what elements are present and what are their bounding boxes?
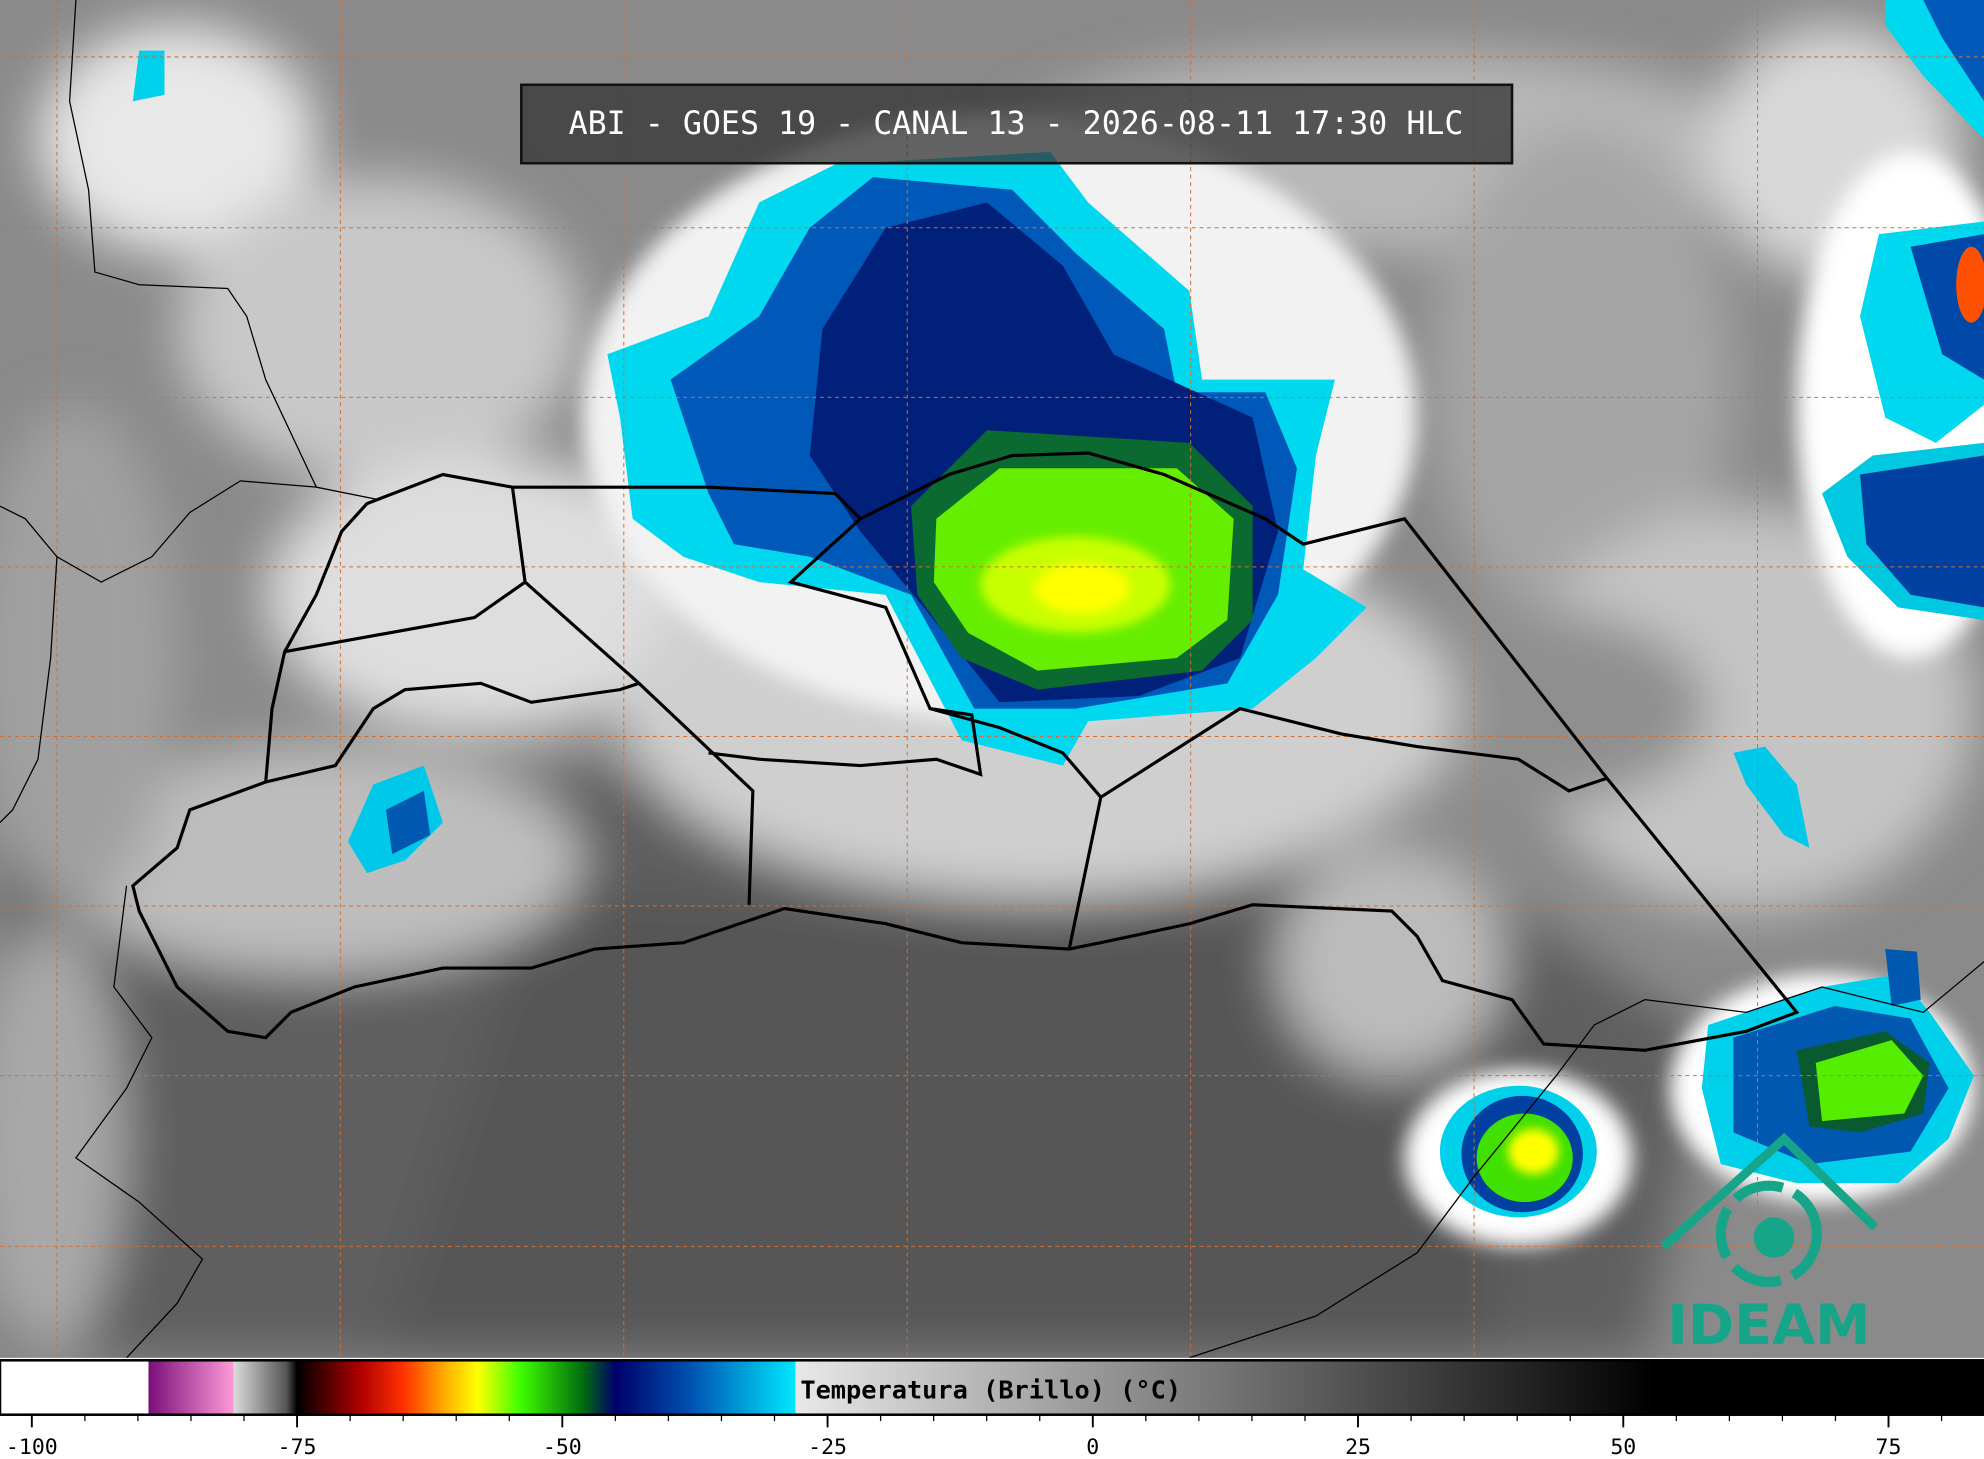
title-box: ABI - GOES 19 - CANAL 13 - 2026-08-11 17… [520,83,1514,165]
colorbar: -100 -75 -50 -25 0 25 50 75 Temperatura (Brillo)… [0,1357,1984,1459]
logo-text: IDEAM [1667,1293,1870,1358]
logo: IDEAM [1660,1132,1879,1358]
storm-main [607,151,1367,766]
tick-label: 75 [1876,1435,1902,1459]
storm-south [1439,1085,1597,1218]
tick-label: 0 [1086,1435,1099,1459]
colorbar-ramp [0,1359,1984,1416]
tick-label: -75 [278,1435,317,1459]
satellite-image: ABI - GOES 19 - CANAL 13 - 2026-08-11 17… [0,0,1984,1359]
tick-label: -25 [808,1435,847,1459]
borders [131,451,1800,1052]
grid [0,0,1984,1358]
tick-label: 50 [1610,1435,1636,1459]
tick-label: 25 [1345,1435,1371,1459]
storm-northeast [132,0,1984,874]
colorbar-label: Temperatura (Brillo) (°C) [800,1375,1181,1404]
tick-label: -50 [543,1435,582,1459]
tick-label: -100 [6,1435,58,1459]
storm-east [1701,949,1974,1184]
title: ABI - GOES 19 - CANAL 13 - 2026-08-11 17… [569,106,1464,142]
